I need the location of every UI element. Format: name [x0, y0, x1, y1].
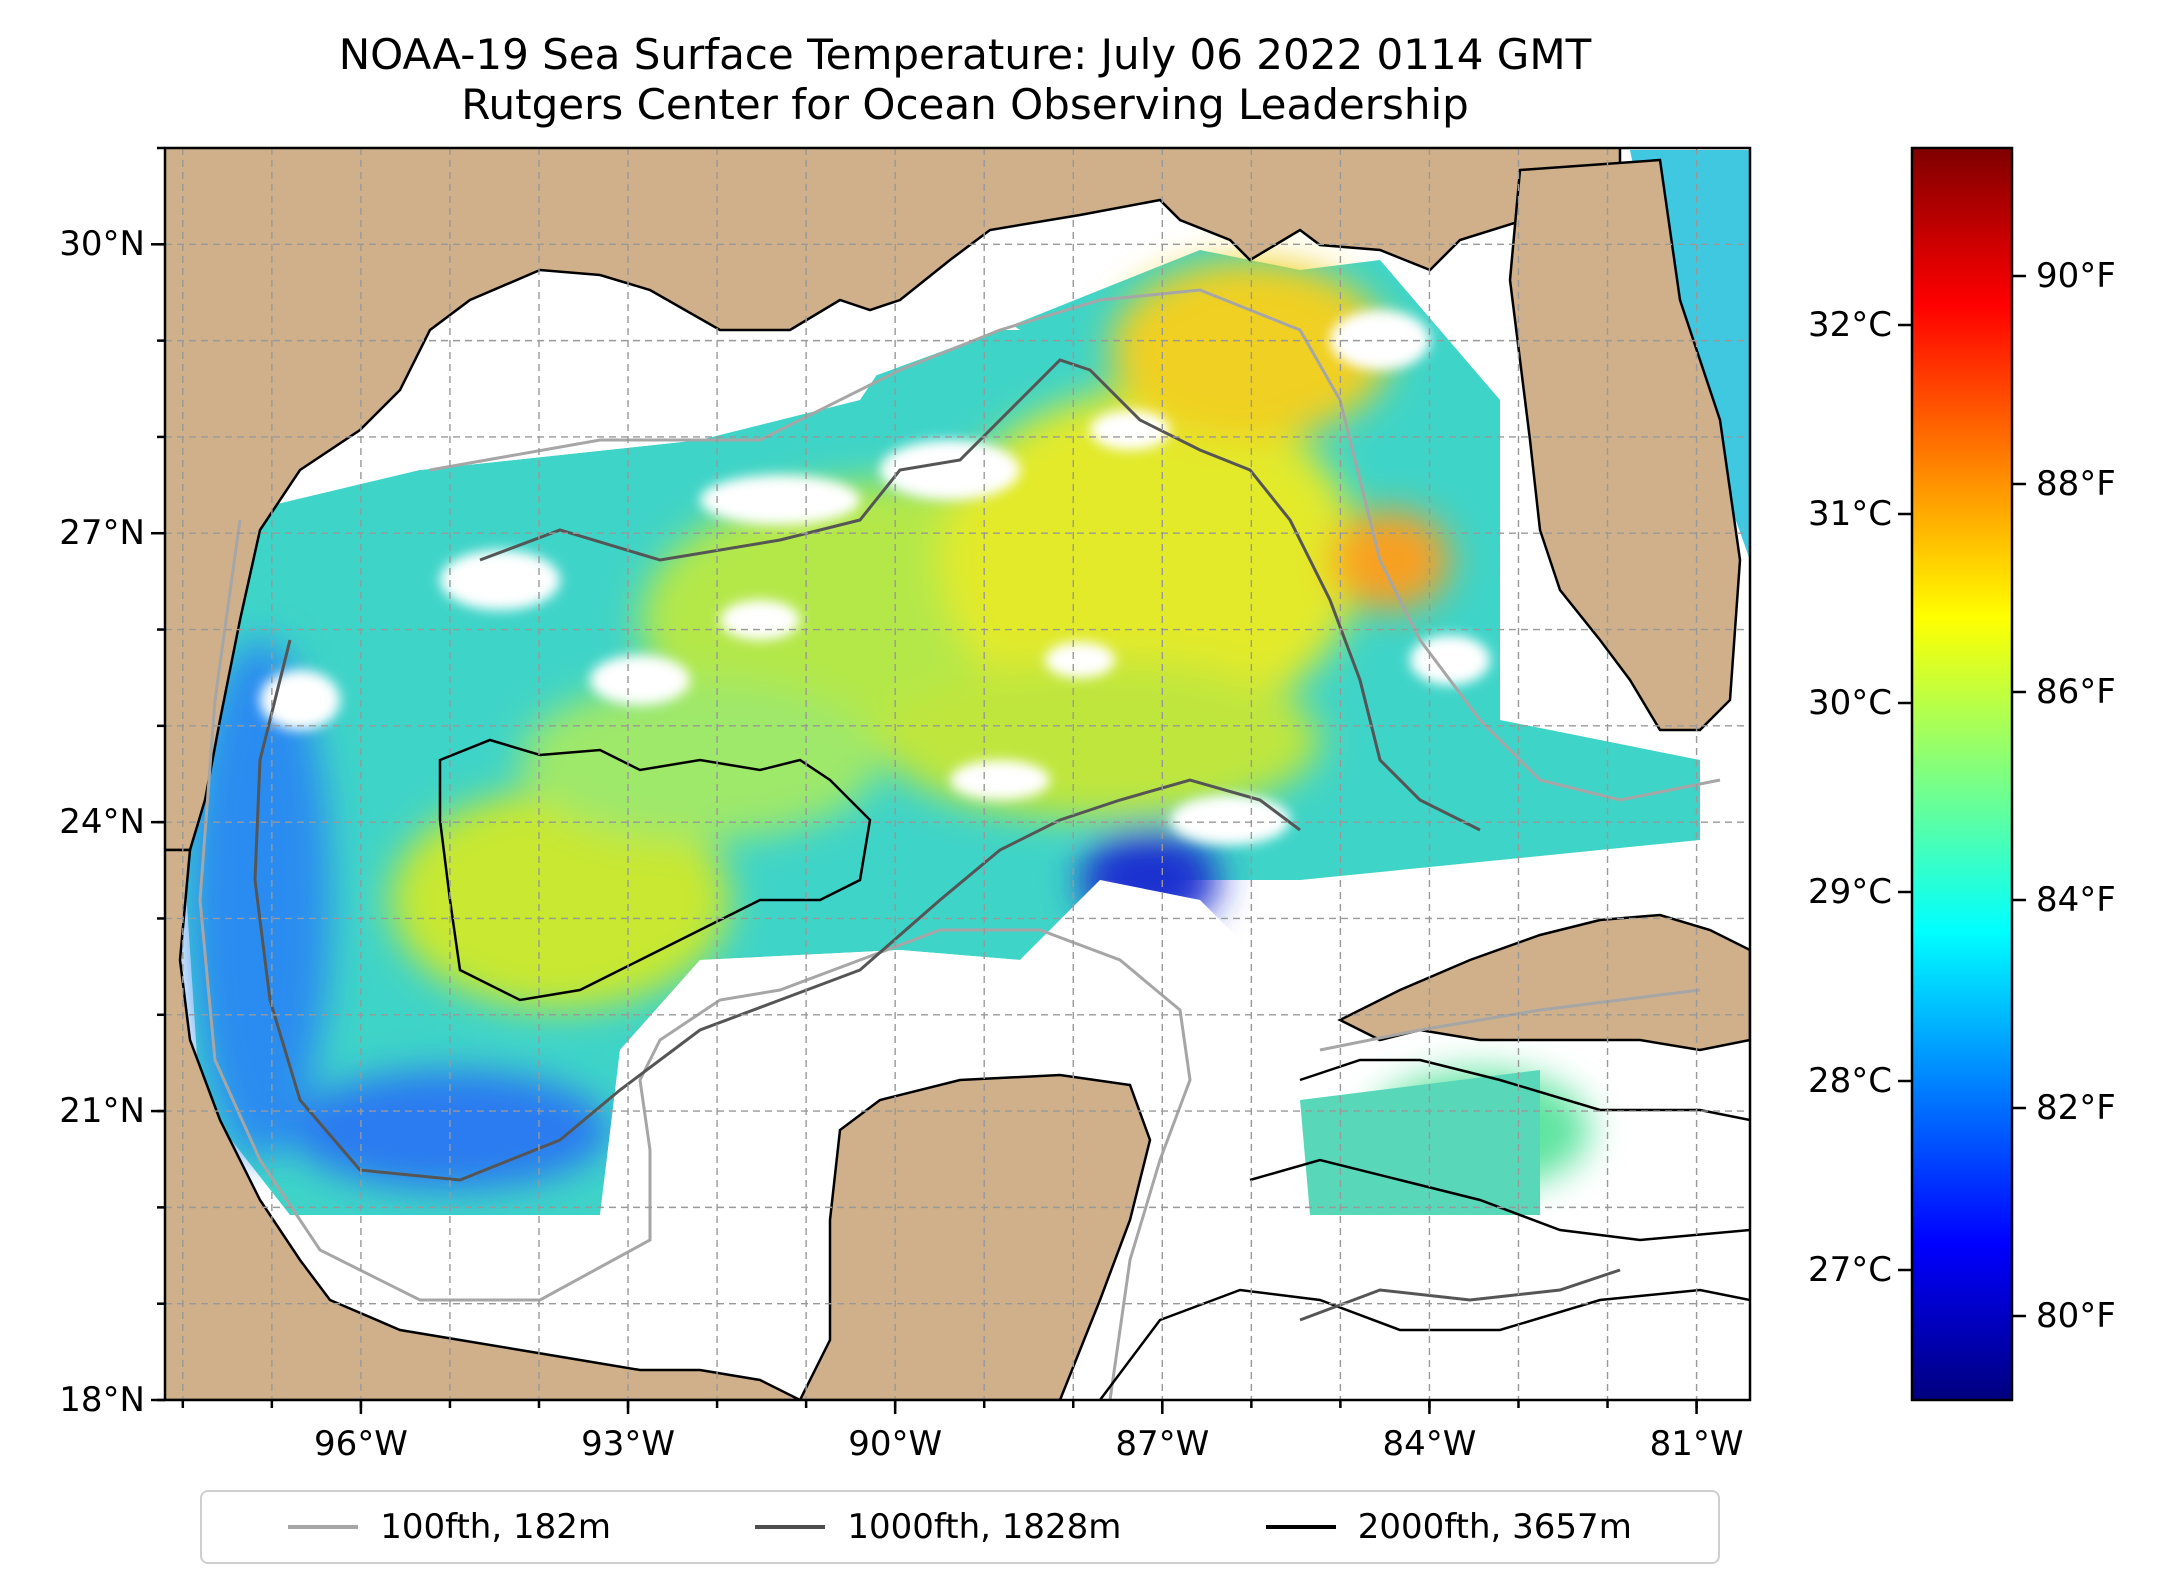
lat-tick-label: 27°N	[59, 513, 145, 554]
chart-title-line1: NOAA-19 Sea Surface Temperature: July 06…	[338, 30, 1592, 79]
lat-tick-label: 30°N	[59, 224, 145, 265]
sst-data-layer	[165, 150, 1750, 1400]
legend-item-1000fth: 1000fth, 1828m	[755, 1507, 1121, 1547]
legend-label-1000fth: 1000fth, 1828m	[847, 1507, 1122, 1547]
legend-swatch-2000fth	[1265, 1525, 1336, 1529]
lat-tick-label: 21°N	[59, 1091, 145, 1132]
celsius-tick-label: 29°C	[1807, 872, 1892, 912]
celsius-tick-label: 27°C	[1807, 1250, 1892, 1290]
legend-label-100fth: 100fth, 182m	[380, 1507, 611, 1547]
lat-tick-label: 18°N	[59, 1380, 145, 1420]
chart-title-line2: Rutgers Center for Ocean Observing Leade…	[461, 80, 1469, 129]
land-layer	[165, 148, 1750, 1400]
legend-swatch-1000fth	[755, 1525, 826, 1529]
fahrenheit-tick-label: 86°F	[2036, 672, 2116, 712]
celsius-tick-label: 28°C	[1807, 1061, 1892, 1101]
fahrenheit-tick-label: 80°F	[2036, 1296, 2116, 1336]
legend-item-2000fth: 2000fth, 3657m	[1265, 1507, 1632, 1547]
colorbar-ticks	[1898, 274, 2026, 1318]
colorbar	[1910, 146, 2014, 1402]
lat-tick-label: 24°N	[59, 802, 145, 843]
lon-tick-label: 84°W	[1382, 1424, 1477, 1464]
lon-tick-label: 87°W	[1115, 1424, 1210, 1464]
axis-ticks	[151, 146, 1698, 1414]
map-frame	[163, 146, 1752, 1402]
legend-label-2000fth: 2000fth, 3657m	[1357, 1507, 1632, 1547]
map-grid	[165, 148, 1750, 1400]
fahrenheit-tick-label: 82°F	[2036, 1088, 2116, 1128]
fahrenheit-tick-label: 90°F	[2036, 256, 2116, 296]
celsius-tick-label: 31°C	[1807, 494, 1892, 534]
fahrenheit-tick-label: 84°F	[2036, 880, 2116, 920]
lon-tick-label: 96°W	[313, 1424, 408, 1464]
contour-legend: 100fth, 182m 1000fth, 1828m 2000fth, 365…	[200, 1490, 1720, 1564]
bathymetry-contours	[198, 288, 1750, 1400]
lon-tick-label: 93°W	[581, 1424, 675, 1464]
lon-tick-label: 90°W	[848, 1424, 943, 1464]
legend-item-100fth: 100fth, 182m	[288, 1507, 611, 1547]
fahrenheit-tick-label: 88°F	[2036, 464, 2116, 504]
legend-swatch-100fth	[288, 1525, 359, 1529]
celsius-tick-label: 30°C	[1807, 683, 1892, 723]
lon-tick-label: 81°W	[1649, 1424, 1744, 1464]
celsius-tick-label: 32°C	[1807, 305, 1892, 345]
